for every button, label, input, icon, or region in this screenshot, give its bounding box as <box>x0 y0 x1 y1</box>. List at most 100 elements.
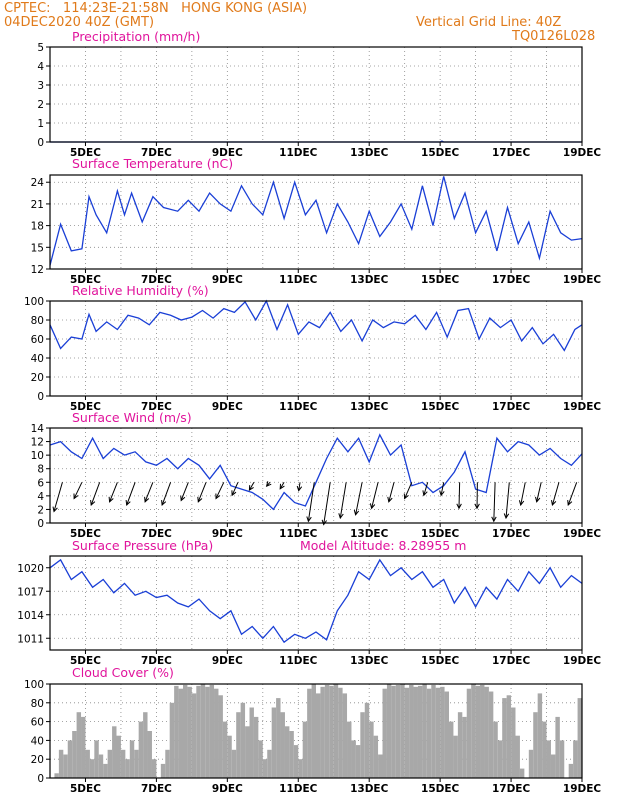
cloud-bar <box>311 684 316 778</box>
cloud-ytick-label: 40 <box>31 735 44 747</box>
cloud-bar <box>227 735 232 778</box>
cloud-bar <box>488 691 494 778</box>
wind-arrow <box>73 482 83 499</box>
wind-xtick-label: 5DEC <box>70 528 101 540</box>
rh-series-line <box>49 299 583 352</box>
cloud-bar <box>307 688 312 778</box>
cloud-bar <box>134 749 139 778</box>
cloud-bar <box>431 684 436 778</box>
cloud-bar <box>555 716 560 778</box>
pressure-subtitle: Model Altitude: 8.28955 m <box>300 538 466 553</box>
cloud-bar <box>338 687 343 778</box>
cloud-ytick-label: 80 <box>31 698 44 710</box>
wind-arrow <box>109 482 118 502</box>
cloud-bar <box>351 740 356 778</box>
wind-arrow-head <box>215 493 221 500</box>
cloud-bar <box>209 684 215 778</box>
wind-arrow <box>215 482 225 499</box>
wind-arrow-head <box>403 493 409 500</box>
temp-xtick-label: 17DEC <box>492 274 531 286</box>
cloud-bar <box>103 763 108 778</box>
cloud-bar <box>183 684 188 778</box>
cloud-bar <box>107 749 113 778</box>
cloud-bar <box>214 688 219 778</box>
wind-arrow-head <box>248 485 254 492</box>
cloud-bar <box>245 726 250 778</box>
pressure-xtick-label: 9DEC <box>212 655 243 667</box>
temp-title: Surface Temperature (nC) <box>72 156 233 171</box>
cloud-frame <box>49 683 583 779</box>
temp-ytick-label: 12 <box>31 264 44 276</box>
wind-arrow-head <box>353 509 360 516</box>
wind-arrow <box>298 482 301 491</box>
wind-arrow <box>371 482 379 509</box>
rh-ytick-label: 60 <box>31 334 44 346</box>
cloud-bar <box>280 712 285 778</box>
wind-ytick-label: 4 <box>37 491 44 503</box>
wind-arrow <box>53 482 63 512</box>
cloud-bar <box>542 721 547 778</box>
temp-xtick-label: 19DEC <box>563 274 602 286</box>
wind-xtick-label: 17DEC <box>492 528 531 540</box>
cloud-bar <box>125 759 130 778</box>
wind-arrow <box>355 482 363 515</box>
cloud-xtick-label: 11DEC <box>279 783 318 795</box>
wind-arrow-head <box>180 495 186 502</box>
rh-xtick-label: 17DEC <box>492 401 531 413</box>
cloud-bar <box>160 763 166 778</box>
wind-arrow-head <box>296 485 303 492</box>
cloud-bar <box>573 740 578 778</box>
cloud-xtick-label: 17DEC <box>492 783 531 795</box>
wind-arrow-head <box>321 519 328 526</box>
cloud-bar <box>174 685 179 778</box>
temp-ytick-label: 18 <box>31 221 44 233</box>
cloud-xtick-label: 7DEC <box>141 783 172 795</box>
wind-arrow-head <box>161 500 167 507</box>
wind-xtick-label: 19DEC <box>563 528 602 540</box>
cloud-bar <box>120 749 126 778</box>
wind-arrow-head <box>551 500 557 507</box>
precip-frame <box>49 46 583 143</box>
wind-arrow-head <box>279 483 285 490</box>
cloud-bar <box>200 684 206 778</box>
wind-arrow-head <box>518 500 525 507</box>
precip-ytick-label: 0 <box>37 137 44 149</box>
wind-ytick-label: 14 <box>31 423 45 435</box>
pressure-xtick-label: 13DEC <box>350 655 389 667</box>
temp-xtick-label: 15DEC <box>421 274 460 286</box>
wind-arrow <box>520 482 526 506</box>
wind-arrow-head <box>90 500 96 507</box>
wind-arrow-head <box>369 503 376 510</box>
rh-ytick-label: 0 <box>37 391 44 403</box>
cloud-bar <box>378 754 383 778</box>
cloud-bar <box>98 754 104 778</box>
cloud-ytick-label: 60 <box>31 717 44 729</box>
cloud-bar <box>89 759 95 778</box>
cloud-bar <box>409 684 414 778</box>
wind-ytick-label: 0 <box>37 518 44 530</box>
cloud-bar <box>169 702 175 778</box>
precip-title: Precipitation (mm/h) <box>72 29 200 44</box>
cloud-bar <box>249 707 254 778</box>
wind-arrow <box>388 482 395 502</box>
cloud-bar <box>404 687 410 778</box>
wind-ytick-label: 2 <box>37 504 44 516</box>
precip-xtick-label: 19DEC <box>563 147 602 159</box>
cloud-bar <box>386 684 392 778</box>
rh-xtick-label: 15DEC <box>421 401 460 413</box>
temp-xtick-label: 9DEC <box>212 274 243 286</box>
rh-xtick-label: 11DEC <box>279 401 318 413</box>
cloud-bar <box>493 721 498 778</box>
cloud-bar <box>236 712 241 778</box>
cloud-bar <box>293 745 299 778</box>
cloud-bar <box>72 731 77 778</box>
cloud-bar <box>81 716 86 778</box>
wind-arrow-head <box>125 500 131 507</box>
wind-xtick-label: 7DEC <box>141 528 172 540</box>
cloud-bar <box>94 740 99 778</box>
cloud-bar <box>550 754 556 778</box>
cloud-bar <box>444 691 449 778</box>
wind-arrow-head <box>338 513 344 520</box>
pressure-title: Surface Pressure (hPa) <box>72 538 213 553</box>
